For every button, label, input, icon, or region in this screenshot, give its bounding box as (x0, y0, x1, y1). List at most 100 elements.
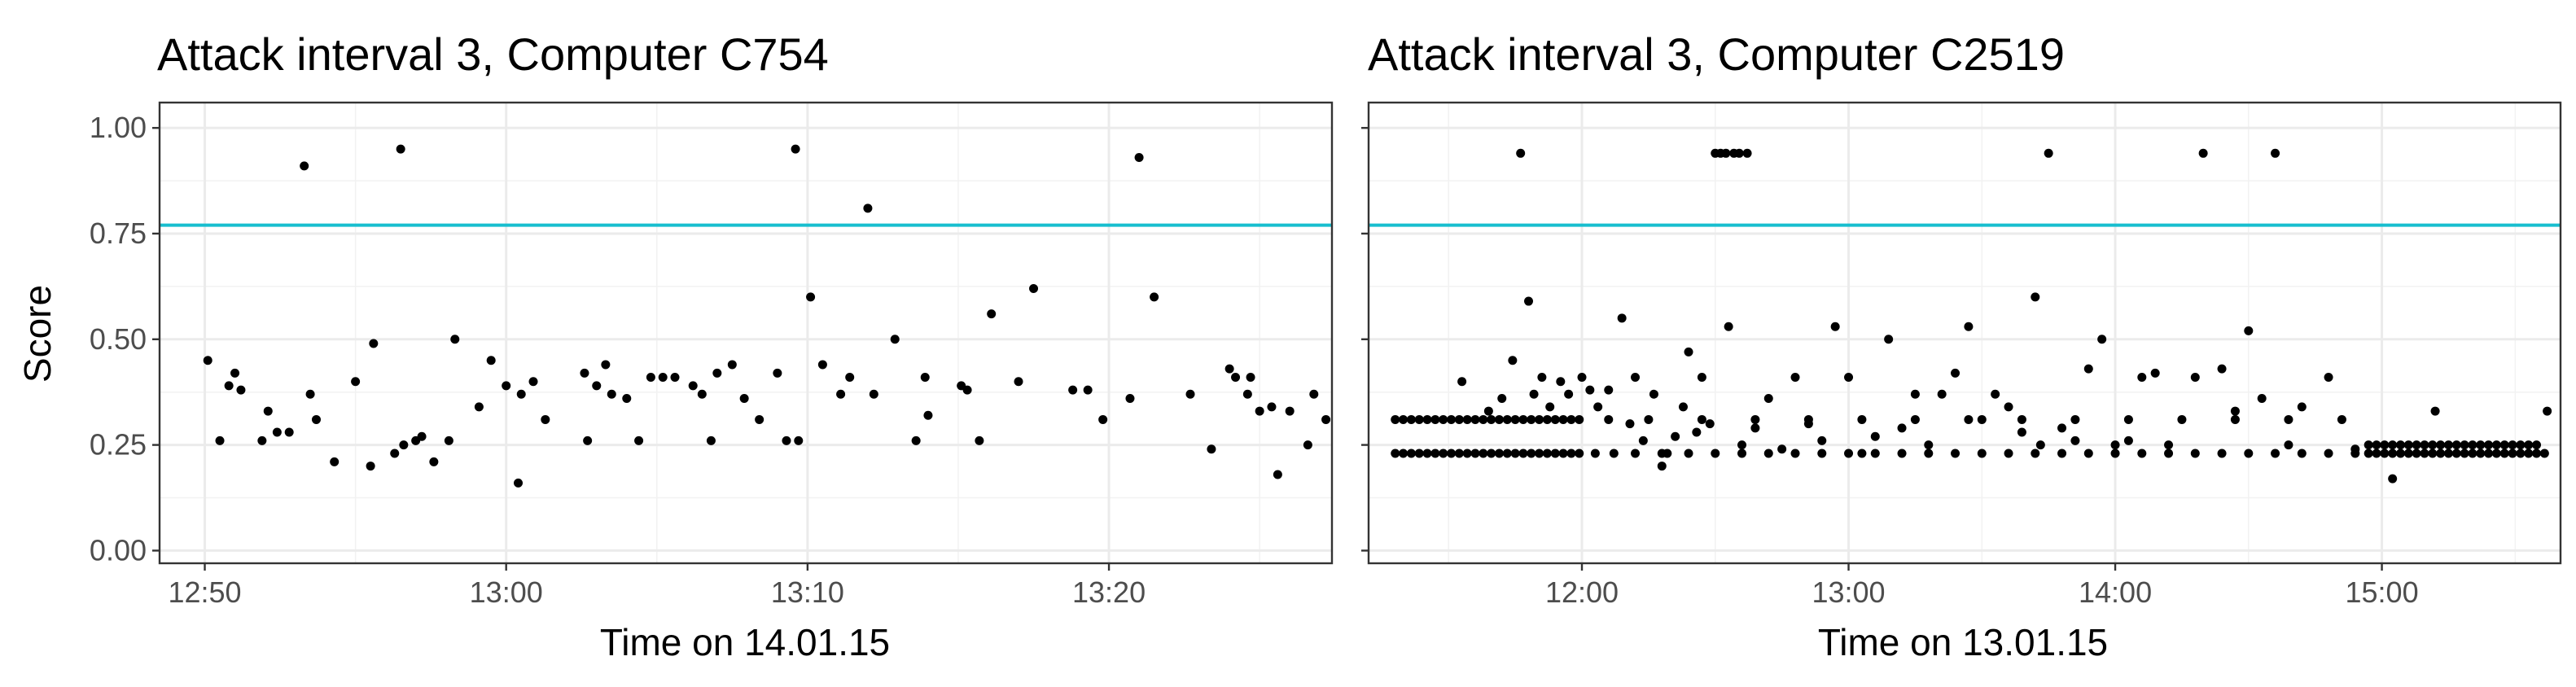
data-point (236, 385, 246, 395)
data-point (592, 381, 602, 391)
data-point (2403, 440, 2413, 450)
data-point (1590, 449, 1600, 458)
data-point (1604, 414, 1614, 424)
data-point (2004, 449, 2013, 458)
data-point (2190, 449, 2200, 458)
data-point (1125, 393, 1135, 403)
data-point (311, 414, 321, 424)
data-point (1844, 449, 1854, 458)
data-point (2388, 449, 2398, 458)
data-point (2031, 449, 2040, 458)
data-point (1951, 368, 1960, 378)
data-point (1285, 406, 1295, 416)
data-point (1575, 449, 1584, 458)
data-point (1737, 440, 1747, 450)
data-point (1585, 385, 1595, 395)
data-point (1470, 449, 1480, 458)
data-point (1545, 402, 1555, 412)
data-point (2350, 449, 2360, 458)
data-point (1134, 153, 1144, 163)
data-point (2097, 335, 2107, 344)
data-point (1790, 373, 1800, 383)
data-point (2443, 449, 2453, 458)
x-tick-label: 13:00 (470, 575, 543, 609)
panel-left-border (158, 101, 1334, 565)
data-point (390, 449, 400, 458)
data-point (1529, 389, 1539, 399)
data-point (2324, 373, 2333, 383)
data-point (1487, 414, 1496, 424)
data-point (474, 402, 484, 412)
data-point (330, 457, 340, 466)
data-point (2499, 440, 2509, 450)
data-point (1550, 449, 1560, 458)
data-point (1470, 414, 1480, 424)
data-point (305, 389, 315, 399)
data-point (646, 373, 655, 383)
data-point (1609, 449, 1619, 458)
data-point (230, 368, 240, 378)
data-point (2499, 449, 2509, 458)
data-point (1721, 148, 1731, 158)
data-point (1857, 449, 1867, 458)
panel-right-background (1369, 103, 2561, 563)
data-point (2137, 373, 2147, 383)
data-point (2508, 440, 2517, 450)
data-point (817, 360, 827, 370)
data-point (1516, 148, 1526, 158)
panel-left-title: Attack interval 3, Computer C754 (157, 28, 829, 80)
data-point (1817, 449, 1827, 458)
data-point (1502, 414, 1512, 424)
data-point (1625, 419, 1635, 429)
data-point (2436, 440, 2446, 450)
data-point (257, 435, 267, 445)
data-point (1631, 373, 1641, 383)
data-point (1638, 435, 1648, 445)
data-point (1391, 414, 1400, 424)
data-point (1604, 385, 1614, 395)
data-point (1273, 470, 1282, 479)
data-point (1964, 414, 1974, 424)
data-point (2044, 148, 2053, 158)
data-point (2164, 449, 2174, 458)
data-point (2468, 440, 2477, 450)
data-point (911, 435, 921, 445)
data-point (1535, 414, 1544, 424)
data-point (583, 435, 593, 445)
data-point (1763, 449, 1773, 458)
data-point (1510, 414, 1520, 424)
data-point (2436, 449, 2446, 458)
data-point (1737, 449, 1747, 458)
data-point (1750, 414, 1760, 424)
data-point (1029, 283, 1039, 293)
data-point (1527, 414, 1536, 424)
panel-right-x-axis-title: Time on 13.01.15 (1818, 621, 2108, 663)
data-point (2420, 440, 2429, 450)
data-point (727, 360, 737, 370)
data-point (1566, 449, 1576, 458)
data-point (1897, 449, 1907, 458)
data-point (1817, 435, 1827, 445)
data-point (1897, 423, 1907, 433)
data-point (806, 292, 816, 302)
data-point (1246, 373, 1255, 383)
data-point (1422, 449, 1432, 458)
data-point (1462, 449, 1472, 458)
data-point (1593, 402, 1603, 412)
data-point (2460, 449, 2469, 458)
data-point (1267, 402, 1277, 412)
data-point (2460, 440, 2469, 450)
data-point (1657, 462, 1667, 471)
data-point (2380, 449, 2390, 458)
data-point (2177, 414, 2187, 424)
data-point (2484, 449, 2494, 458)
data-point (1657, 449, 1667, 458)
data-point (1457, 377, 1467, 387)
data-point (224, 381, 234, 391)
data-point (580, 368, 589, 378)
data-point (2543, 406, 2552, 416)
data-point (1150, 292, 1159, 302)
data-point (1255, 406, 1264, 416)
data-point (1550, 414, 1560, 424)
data-point (1711, 449, 1720, 458)
